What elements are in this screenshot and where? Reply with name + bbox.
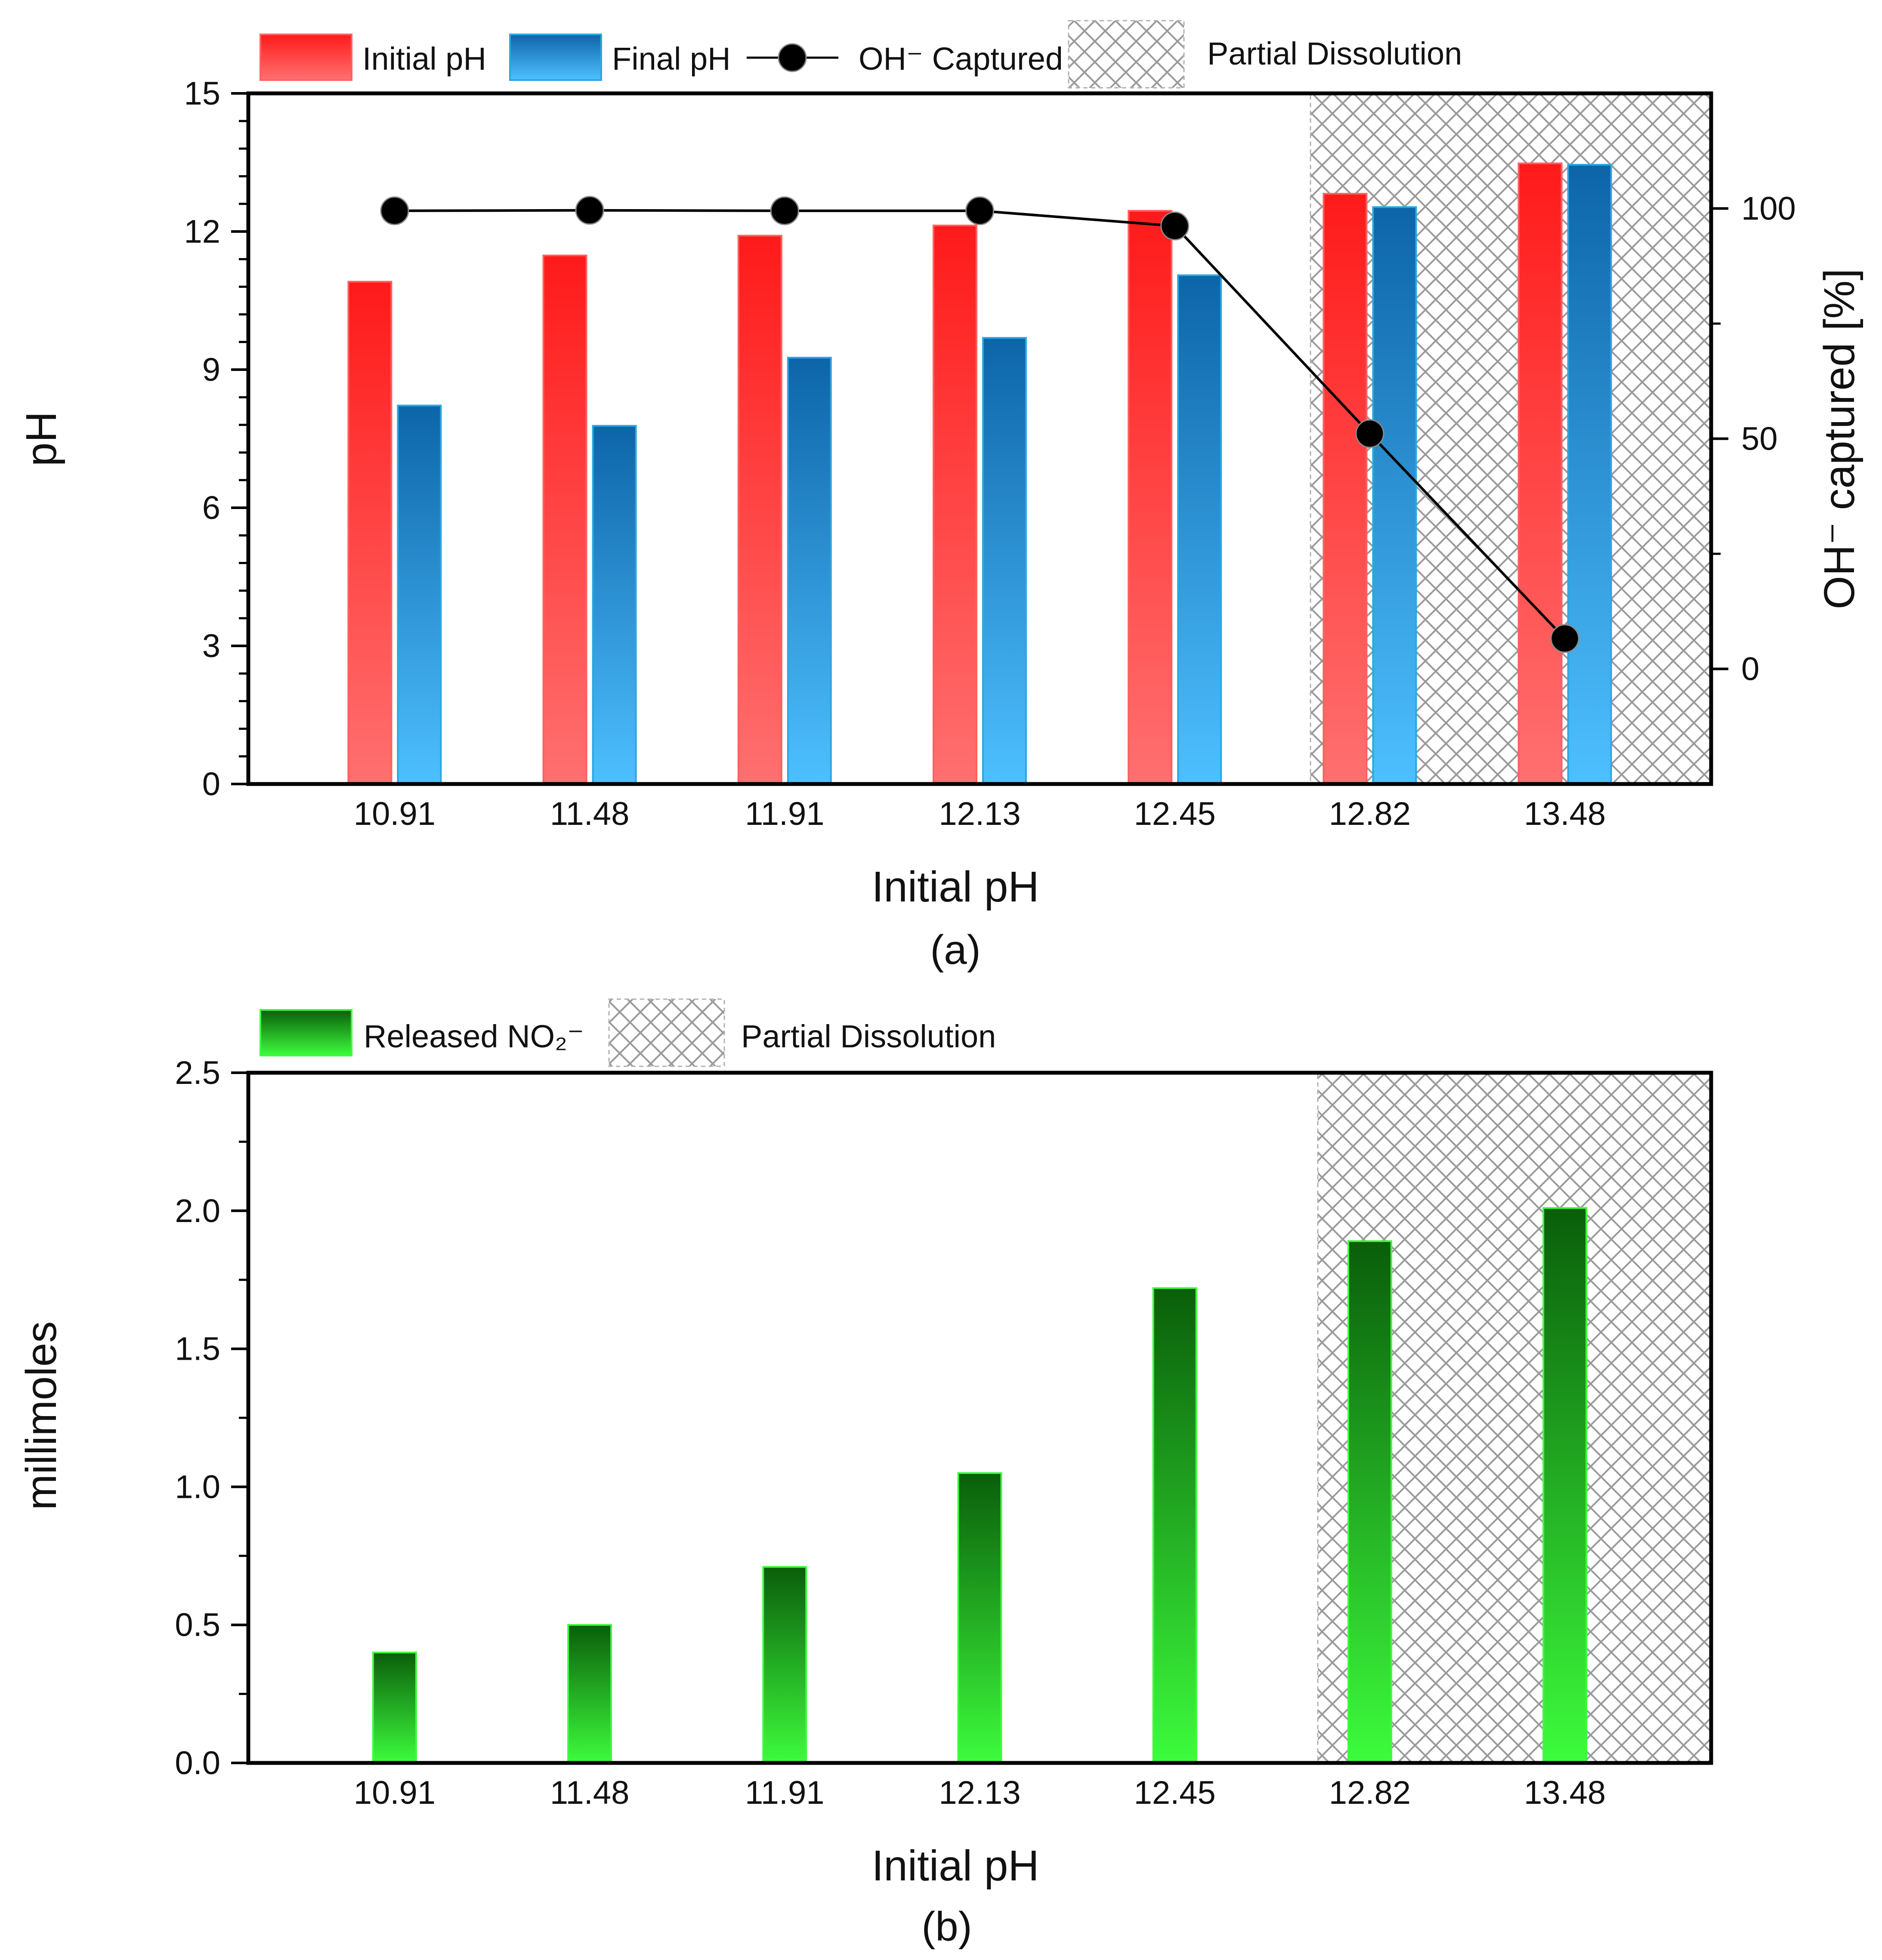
x-tick-label-12-13: 12.13 (939, 1775, 1020, 1811)
y2-tick-label: 100 (1741, 191, 1796, 227)
y-tick-label: 3 (202, 628, 220, 664)
y-tick-label: 0 (202, 766, 220, 803)
oh-captured-point-12-45 (1160, 211, 1190, 241)
legend-swatch-partial-dissolution-a (1068, 20, 1185, 89)
panel-a-right-axis: 0 50 100 (1711, 191, 1796, 688)
x-tick-label-13-48: 13.48 (1524, 796, 1606, 832)
x-tick-label-13-48: 13.48 (1524, 1775, 1606, 1811)
oh-captured-point-11-48 (575, 196, 604, 225)
bar-final-ph-12-45 (1177, 274, 1222, 785)
legend-swatch-initial-ph (260, 34, 352, 81)
y-tick-label: 12 (184, 213, 220, 250)
legend-label-final-ph: Final pH (612, 41, 731, 77)
y2-tick-label: 0 (1741, 651, 1759, 688)
y-tick-label: 2.5 (175, 1055, 220, 1091)
bar-released-no2-12-45 (1152, 1287, 1197, 1764)
bar-final-ph-10-91 (397, 404, 442, 785)
panel-b-left-axis: 0.0 0.5 1.0 1.5 2.0 2.5 (175, 1055, 248, 1781)
panel-a-legend: Initial pH Final pH OH⁻ Captured Partial… (260, 20, 1462, 89)
legend-label-initial-ph: Initial pH (362, 41, 486, 77)
bar-released-no2-12-82 (1347, 1240, 1392, 1764)
bar-initial-ph-11-91 (737, 235, 782, 785)
bar-released-no2-11-91 (762, 1566, 807, 1764)
bar-initial-ph-11-48 (542, 254, 587, 785)
bar-final-ph-13-48 (1567, 164, 1612, 785)
legend-label-released-no2: Released NO₂⁻ (364, 1019, 584, 1054)
y-tick-label: 2.0 (175, 1193, 220, 1229)
panel-a-oh-line (380, 196, 1579, 653)
y-tick-label: 1.0 (175, 1469, 220, 1505)
bar-final-ph-12-13 (982, 337, 1027, 785)
bar-final-ph-12-82 (1372, 206, 1417, 785)
panel-a-left-axis: 0 3 6 9 12 15 (184, 75, 248, 803)
y-tick-label: 15 (184, 75, 220, 112)
panel-b-x-axis-title: Initial pH (871, 1842, 1039, 1890)
x-tick-label-11-91: 11.91 (745, 1775, 825, 1811)
oh-captured-point-11-91 (770, 196, 799, 225)
bar-released-no2-13-48 (1542, 1207, 1588, 1764)
panel-a-label: (a) (930, 927, 980, 973)
y-tick-label: 6 (202, 490, 220, 526)
bar-initial-ph-13-48 (1517, 162, 1563, 785)
x-tick-label-11-91: 11.91 (745, 796, 825, 832)
bar-initial-ph-12-45 (1128, 210, 1173, 785)
x-tick-label-12-13: 12.13 (939, 796, 1020, 832)
bar-initial-ph-10-91 (347, 281, 392, 785)
bar-initial-ph-12-82 (1323, 193, 1368, 785)
bar-released-no2-12-13 (957, 1472, 1002, 1764)
y-tick-label: 1.5 (175, 1331, 220, 1367)
panel-a-bars (347, 162, 1612, 785)
panel-a-x-axis: 10.91 11.48 11.91 12.13 12.45 12.82 13.48 (354, 796, 1606, 832)
x-tick-label-12-82: 12.82 (1329, 1775, 1411, 1811)
legend-label-partial-dissolution-b: Partial Dissolution (741, 1019, 996, 1054)
panel-a-x-axis-title: Initial pH (871, 863, 1039, 911)
bar-final-ph-11-48 (592, 425, 637, 785)
x-tick-label-10-91: 10.91 (354, 796, 436, 832)
panel-b-legend: Released NO₂⁻ Partial Dissolution (260, 998, 996, 1067)
oh-captured-point-12-13 (965, 196, 994, 225)
x-tick-label-12-82: 12.82 (1329, 796, 1411, 832)
legend-swatch-final-ph (509, 34, 602, 81)
y-tick-label: 0.5 (175, 1607, 220, 1643)
bar-initial-ph-12-13 (933, 225, 977, 785)
legend-label-oh-captured: OH⁻ Captured (859, 41, 1063, 77)
legend-swatch-partial-dissolution-b (608, 998, 725, 1067)
panel-b-bars (372, 1207, 1588, 1764)
panel-b-x-axis: 10.91 11.48 11.91 12.13 12.45 12.82 13.48 (354, 1775, 1606, 1811)
x-tick-label-11-48: 11.48 (550, 796, 630, 832)
y-tick-label: 9 (202, 352, 220, 388)
panel-a: Initial pH Final pH OH⁻ Captured Partial… (17, 20, 1863, 973)
bar-released-no2-11-48 (567, 1624, 612, 1764)
oh-captured-point-10-91 (380, 196, 409, 225)
oh-captured-point-13-48 (1550, 624, 1579, 653)
x-tick-label-12-45: 12.45 (1134, 1775, 1216, 1811)
bar-released-no2-10-91 (372, 1651, 417, 1764)
panel-a-y2-axis-title: OH⁻ captured [%] (1815, 269, 1863, 609)
legend-marker-oh-captured (778, 43, 807, 72)
x-tick-label-10-91: 10.91 (354, 1775, 436, 1811)
y-tick-label: 0.0 (175, 1745, 220, 1781)
y2-tick-label: 50 (1741, 421, 1778, 457)
panel-b-y-axis-title: millimoles (17, 1321, 65, 1510)
panel-b: Released NO₂⁻ Partial Dissolution 0.0 0.5… (17, 998, 1713, 1950)
x-tick-label-11-48: 11.48 (550, 1775, 630, 1811)
oh-captured-point-12-82 (1355, 419, 1384, 448)
panel-b-label: (b) (921, 1904, 972, 1950)
legend-swatch-released-no2 (260, 1009, 352, 1056)
panel-a-y-axis-title: pH (17, 411, 65, 466)
x-tick-label-12-45: 12.45 (1134, 796, 1216, 832)
legend-label-partial-dissolution-a: Partial Dissolution (1207, 36, 1462, 71)
bar-final-ph-11-91 (787, 357, 832, 785)
